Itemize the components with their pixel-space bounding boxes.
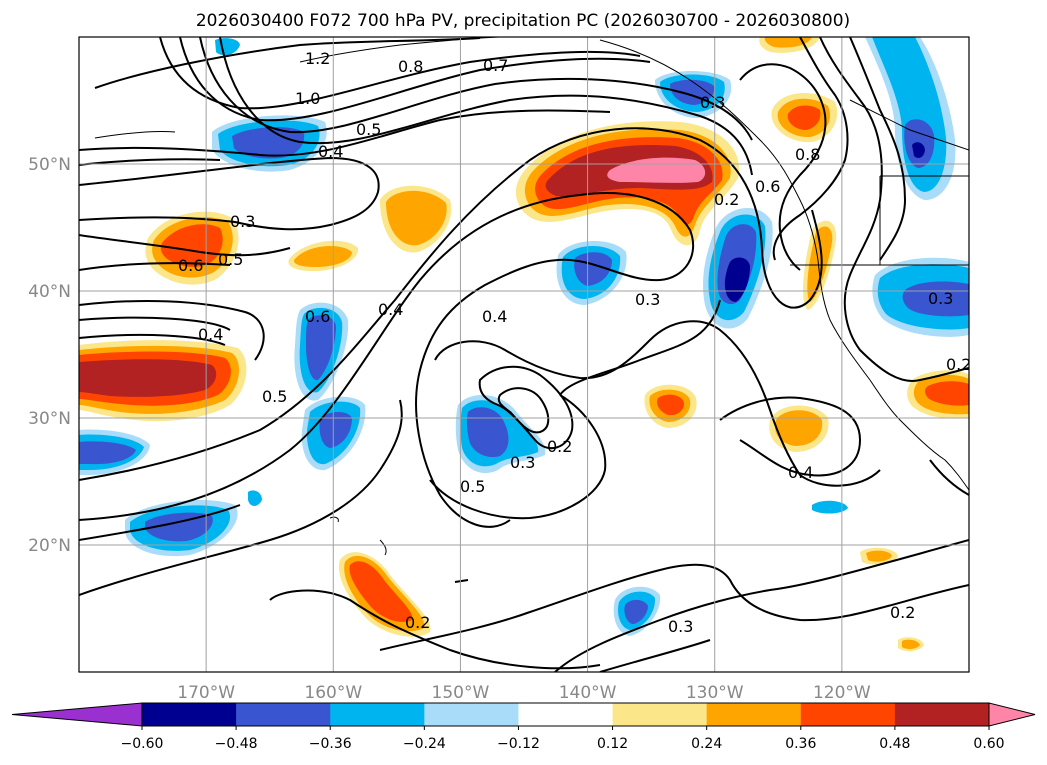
colorbar-box — [706, 703, 802, 726]
contour-label: 0.5 — [460, 477, 485, 496]
gridlines — [79, 37, 969, 672]
colorbar-frame — [141, 702, 990, 727]
chart-title: 2026030400 F072 700 hPa PV, precipitatio… — [196, 11, 850, 31]
contour-label: 1.0 — [295, 89, 320, 108]
precipitation-shading — [79, 37, 969, 652]
colorbar-box — [142, 703, 237, 726]
colorbar-label: −0.48 — [215, 736, 258, 752]
colorbar-box — [800, 703, 896, 726]
contour-label: 0.7 — [483, 56, 508, 75]
contour-label: 0.4 — [318, 142, 343, 161]
map-frame — [78, 36, 970, 673]
contour-label: 0.3 — [510, 453, 535, 472]
colorbar-label: −0.12 — [497, 736, 540, 752]
colorbar-box — [518, 703, 614, 726]
contour-label: 1.2 — [305, 49, 330, 68]
colorbar-label: 0.48 — [879, 736, 910, 752]
colorbar-box — [612, 703, 708, 726]
contour-label: 0.3 — [635, 290, 660, 309]
lon-tick-label: 160°W — [304, 683, 362, 703]
map-area: 1.2 1.0 0.8 0.7 0.5 0.4 0.3 0.6 0.5 0.4 … — [79, 37, 971, 672]
contour-label: 0.6 — [305, 307, 330, 326]
contour-label: 0.2 — [714, 190, 739, 209]
shade-negative-116w — [865, 37, 956, 200]
colorbar-box — [236, 703, 331, 726]
contour-label: 0.2 — [405, 613, 430, 632]
shade-negative-128w — [703, 208, 773, 329]
contour-label: 0.5 — [356, 120, 381, 139]
contour-label: 0.4 — [482, 307, 507, 326]
contour-label: 0.5 — [218, 250, 243, 269]
lon-tick-label: 130°W — [686, 683, 744, 703]
colorbar-label: 0.12 — [597, 736, 628, 752]
pv-contours — [79, 37, 969, 672]
contour-label: 0.3 — [230, 212, 255, 231]
contour-label: 0.4 — [378, 300, 403, 319]
contour-label: 0.3 — [668, 617, 693, 636]
lon-tick-label: 150°W — [432, 683, 490, 703]
shade-positive-160w-17n — [338, 552, 431, 637]
longitude-tick-labels: 170°W 160°W 150°W 140°W 130°W 120°W — [177, 683, 871, 703]
contour-label: 0.2 — [890, 603, 915, 622]
colorbar-label: −0.60 — [121, 736, 164, 752]
colorbar-extend-low — [11, 702, 143, 727]
lat-tick-label: 50°N — [28, 155, 71, 175]
contour-label: 0.8 — [795, 145, 820, 164]
lon-tick-label: 140°W — [559, 683, 617, 703]
colorbar-label: 0.24 — [691, 736, 722, 752]
colorbar-label: 0.36 — [785, 736, 816, 752]
contour-label: 0.4 — [198, 325, 223, 344]
contour-label: 0.3 — [928, 289, 953, 308]
lon-tick-label: 170°W — [177, 683, 235, 703]
contour-label: 0.2 — [946, 355, 971, 374]
colorbar-label: −0.36 — [309, 736, 352, 752]
colorbar-label: 0.60 — [973, 736, 1004, 752]
colorbar-extend-high — [988, 702, 1036, 727]
contour-label: 0.6 — [755, 177, 780, 196]
lat-tick-label: 30°N — [28, 409, 71, 429]
colorbar-box — [894, 703, 990, 726]
contour-labels: 1.2 1.0 0.8 0.7 0.5 0.4 0.3 0.6 0.5 0.4 … — [178, 49, 971, 636]
contour-label: 0.8 — [398, 57, 423, 76]
colorbar: −0.60 −0.48 −0.36 −0.24 −0.12 0.12 0.24 0.36 0.4… — [11, 702, 1036, 752]
latitude-tick-labels: 20°N 30°N 40°N 50°N — [28, 155, 71, 556]
shade-negative-150w — [455, 394, 546, 474]
lat-tick-label: 40°N — [28, 282, 71, 302]
colorbar-box — [330, 703, 425, 726]
contour-label: 0.2 — [547, 437, 572, 456]
lat-tick-label: 20°N — [28, 536, 71, 556]
shade-positive-west — [79, 340, 247, 422]
contour-label: 0.6 — [178, 256, 203, 275]
shade-positive-168w — [145, 211, 239, 285]
colorbar-label: −0.24 — [403, 736, 446, 752]
contour-label: 0.3 — [700, 93, 725, 112]
shade-negative-114w — [872, 257, 969, 337]
lon-tick-label: 120°W — [813, 683, 871, 703]
colorbar-box — [424, 703, 519, 726]
contour-label: 0.5 — [262, 387, 287, 406]
contour-label: 0.4 — [788, 463, 813, 482]
